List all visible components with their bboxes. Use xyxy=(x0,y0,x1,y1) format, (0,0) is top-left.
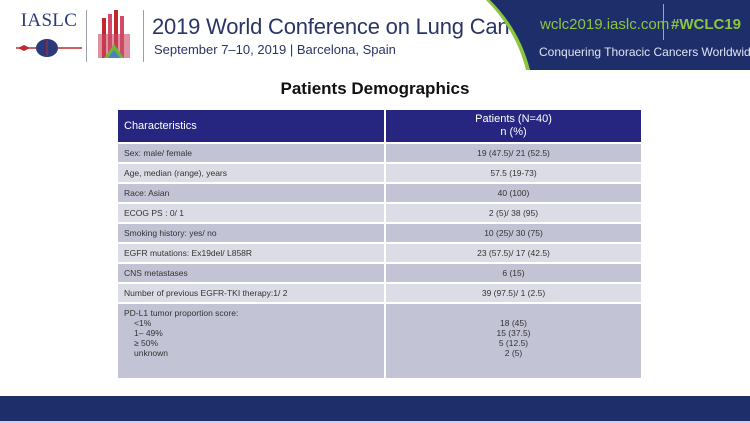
pdl1-sub-value: 2 (5) xyxy=(504,348,523,358)
row-value: 23 (57.5)/ 17 (42.5) xyxy=(384,242,643,264)
slide-title: Patients Demographics xyxy=(280,79,470,98)
row-label: Age, median (range), years xyxy=(116,162,386,184)
pdl1-sub-label: 1– 49% xyxy=(134,328,163,338)
iaslc-logo: IASLC xyxy=(14,10,84,62)
row-label: Sex: male/ female xyxy=(116,142,386,164)
logo-divider xyxy=(86,10,87,62)
row-label: Race: Asian xyxy=(116,182,386,204)
row-label: EGFR mutations: Ex19del/ L858R xyxy=(116,242,386,264)
row-label: CNS metastases xyxy=(116,262,386,284)
row-value: 19 (47.5)/ 21 (52.5) xyxy=(384,142,643,164)
header-blue-panel xyxy=(486,0,750,70)
table-row-pdl1: PD-L1 tumor proportion score: <1% 1– 49%… xyxy=(116,302,643,380)
table-row: ECOG PS : 0/ 1 2 (5)/ 38 (95) xyxy=(116,202,643,224)
pdl1-values: 18 (45) 15 (37.5) 5 (12.5) 2 (5) xyxy=(384,302,643,380)
table-row: Race: Asian 40 (100) xyxy=(116,182,643,204)
sagrada-familia-logo-icon xyxy=(98,10,130,58)
table-row: Number of previous EGFR-TKI therapy:1/ 2… xyxy=(116,282,643,304)
table-row: Age, median (range), years 57.5 (19-73) xyxy=(116,162,643,184)
website-link[interactable]: wclc2019.iaslc.com xyxy=(540,16,670,33)
row-label: Number of previous EGFR-TKI therapy:1/ 2 xyxy=(116,282,386,304)
conference-header: IASLC 2019 World Conference on Lung Canc… xyxy=(0,0,750,70)
table-row: Smoking history: yes/ no 10 (25)/ 30 (75… xyxy=(116,222,643,244)
column-header-n-percent: n (%) xyxy=(500,126,527,138)
demographics-table: Characteristics Patients (N=40) n (%) Se… xyxy=(116,108,643,380)
row-value: 40 (100) xyxy=(384,182,643,204)
row-value: 39 (97.5)/ 1 (2.5) xyxy=(384,282,643,304)
pdl1-sub-value: 5 (12.5) xyxy=(498,338,529,348)
table-header-row: Characteristics Patients (N=40) n (%) xyxy=(116,108,643,144)
column-header-patients-n: Patients (N=40) xyxy=(475,113,552,125)
pdl1-sub-label: unknown xyxy=(134,348,169,358)
column-header-characteristics: Characteristics xyxy=(116,108,386,144)
conference-dates-location: September 7–10, 2019 | Barcelona, Spain xyxy=(154,42,396,57)
table-row: CNS metastases 6 (15) xyxy=(116,262,643,284)
lungs-icon xyxy=(16,39,82,57)
pdl1-sub-label: <1% xyxy=(134,318,152,328)
table-row: Sex: male/ female 19 (47.5)/ 21 (52.5) xyxy=(116,142,643,164)
row-value: 57.5 (19-73) xyxy=(384,162,643,184)
row-label: Smoking history: yes/ no xyxy=(116,222,386,244)
row-value: 10 (25)/ 30 (75) xyxy=(384,222,643,244)
pdl1-sub-value: 15 (37.5) xyxy=(496,328,531,338)
column-header-patients: Patients (N=40) n (%) xyxy=(384,108,643,144)
row-label: ECOG PS : 0/ 1 xyxy=(116,202,386,224)
conference-title: 2019 World Conference on Lung Cancer xyxy=(152,14,540,39)
title-divider xyxy=(143,10,144,62)
table-row: EGFR mutations: Ex19del/ L858R 23 (57.5)… xyxy=(116,242,643,264)
row-value: 2 (5)/ 38 (95) xyxy=(384,202,643,224)
row-value: 6 (15) xyxy=(384,262,643,284)
pdl1-labels: PD-L1 tumor proportion score: <1% 1– 49%… xyxy=(116,302,386,380)
hashtag: #WCLC19 xyxy=(671,16,742,33)
footer-band xyxy=(0,396,750,421)
pdl1-sub-label: ≥ 50% xyxy=(134,338,159,348)
header-pipe-divider xyxy=(663,4,664,40)
pdl1-title: PD-L1 tumor proportion score: xyxy=(124,308,239,318)
footer-edge xyxy=(0,421,750,423)
iaslc-logo-text: IASLC xyxy=(20,10,78,31)
tagline: Conquering Thoracic Cancers Worldwide xyxy=(539,45,750,59)
pdl1-sub-value: 18 (45) xyxy=(500,318,527,328)
